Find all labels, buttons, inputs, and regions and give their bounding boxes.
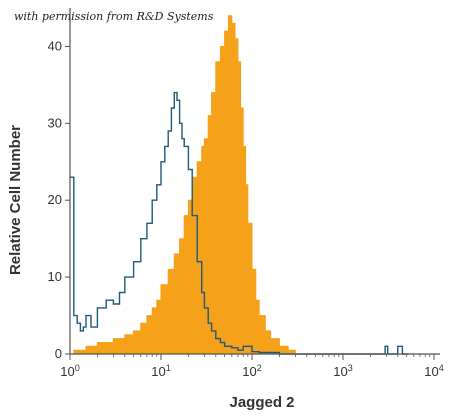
- x-tick-label: 101: [151, 363, 170, 379]
- y-axis-title: Relative Cell Number: [7, 125, 24, 275]
- x-tick-label: 104: [424, 363, 443, 379]
- x-axis-title: Jagged 2: [229, 394, 294, 411]
- y-tick-label: 0: [55, 346, 62, 361]
- histogram-filled-series: [73, 15, 298, 355]
- series-layer: [70, 15, 409, 355]
- x-tick-label: 102: [242, 363, 261, 379]
- axes-layer: 0 10 20 30 40 100 101 102 103 104: [48, 8, 444, 379]
- histogram-outline-series: [70, 91, 409, 355]
- x-tick-label: 103: [333, 363, 352, 379]
- x-tick-label: 100: [60, 363, 79, 379]
- credit-text: with permission from R&D Systems: [14, 10, 214, 23]
- y-tick-label: 20: [48, 192, 62, 207]
- y-tick-label: 10: [48, 269, 62, 284]
- y-tick-label: 30: [48, 115, 62, 130]
- y-tick-label: 40: [48, 38, 62, 53]
